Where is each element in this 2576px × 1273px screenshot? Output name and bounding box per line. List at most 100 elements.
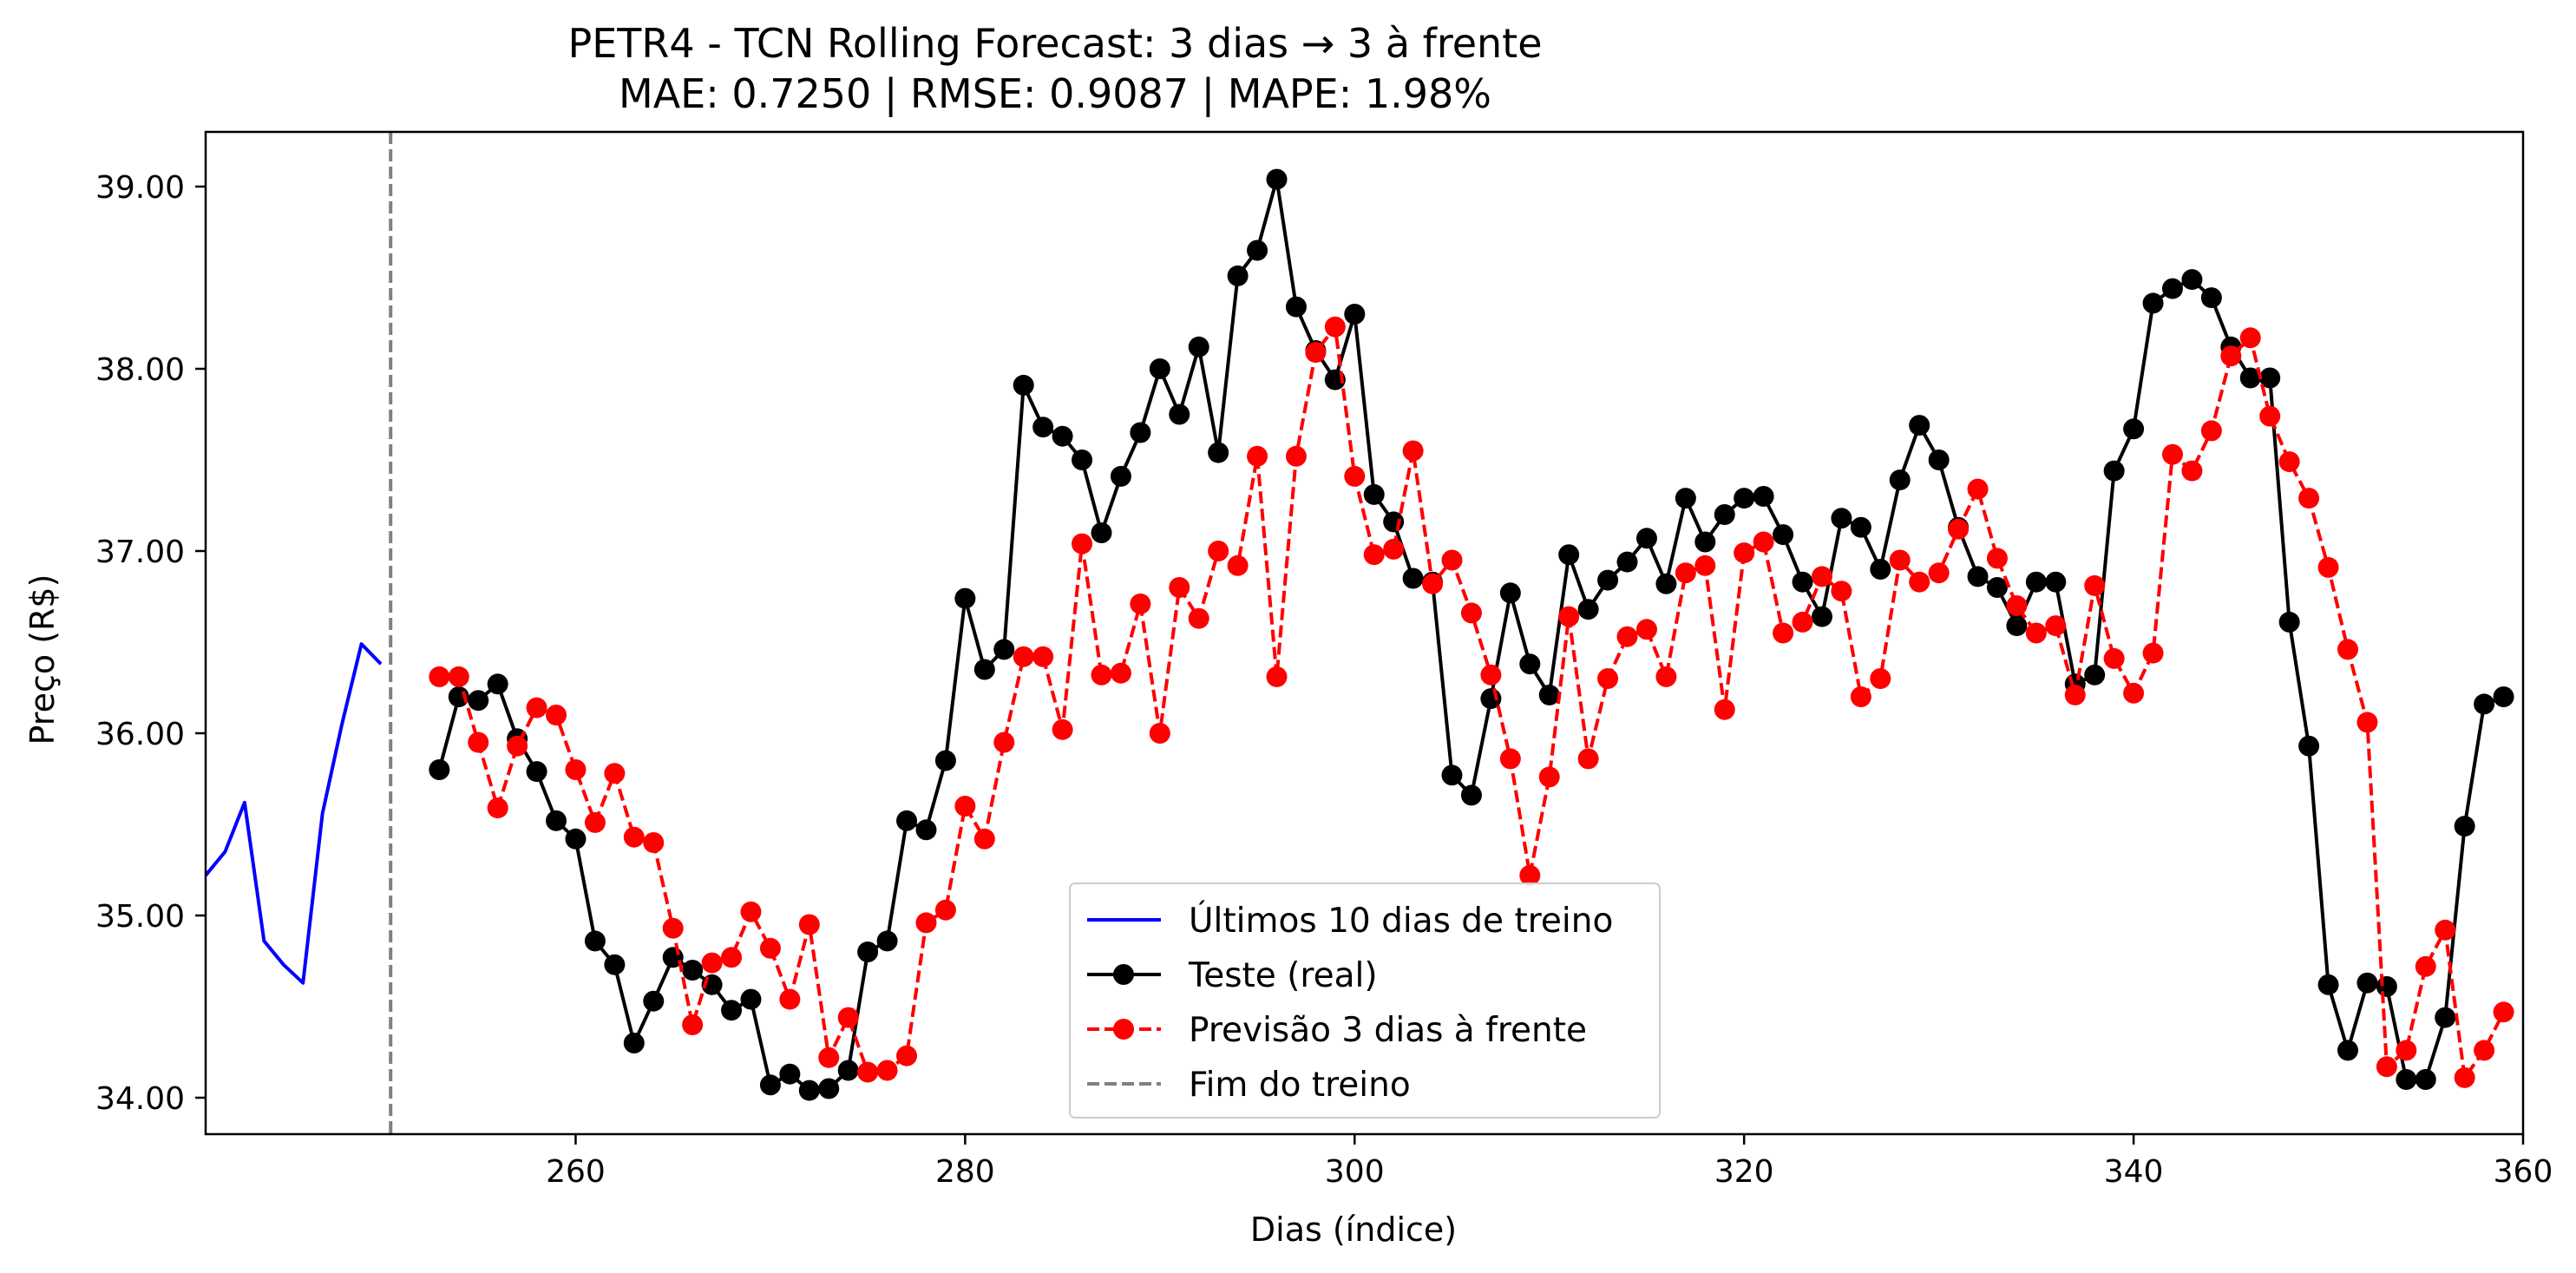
series-forecast-point xyxy=(1091,664,1112,686)
series-forecast-point xyxy=(2103,647,2125,669)
series-forecast-point xyxy=(2220,345,2242,367)
series-test-point xyxy=(1499,582,1521,604)
y-tick-label: 34.00 xyxy=(95,1081,185,1117)
y-tick-label: 38.00 xyxy=(95,352,185,388)
series-forecast-point xyxy=(1208,541,1229,561)
series-test-point xyxy=(857,942,879,962)
series-forecast-point xyxy=(896,1045,918,1066)
series-forecast-point xyxy=(1344,465,1366,487)
series-test-point xyxy=(954,587,976,609)
series-forecast-point xyxy=(662,917,684,939)
x-axis: 260 280 300 320 340 360 xyxy=(546,1134,2553,1190)
series-test-point xyxy=(1285,296,1307,318)
series-forecast-point xyxy=(584,811,606,833)
series-forecast-point xyxy=(1986,548,2008,569)
series-forecast-point xyxy=(2064,684,2086,705)
series-forecast-point xyxy=(2200,420,2222,442)
series-forecast-point xyxy=(1635,619,1657,640)
series-test-point xyxy=(623,1033,645,1053)
series-forecast-point xyxy=(2493,1001,2514,1023)
series-forecast-point xyxy=(2181,460,2203,482)
series-test-point xyxy=(1597,569,1619,591)
series-test-point xyxy=(2298,735,2320,757)
series-test-point xyxy=(993,639,1015,660)
series-forecast-point xyxy=(857,1061,879,1083)
series-forecast-point xyxy=(2239,327,2261,349)
series-forecast-point xyxy=(1305,342,1327,364)
series-test-point xyxy=(2181,269,2203,291)
series-forecast-point xyxy=(837,1007,859,1028)
series-test-point xyxy=(1616,551,1638,573)
series-forecast-point xyxy=(1519,864,1541,886)
series-forecast-point xyxy=(526,697,547,719)
y-tick-label: 37.00 xyxy=(95,535,185,570)
series-forecast-point xyxy=(2161,443,2183,465)
series-test-point xyxy=(1344,304,1366,325)
plot-area xyxy=(206,132,2514,1134)
series-test-point xyxy=(604,954,626,975)
x-tick-label: 320 xyxy=(1714,1154,1774,1190)
series-forecast-point xyxy=(1072,533,1093,554)
series-test-point xyxy=(682,960,704,981)
series-forecast-point xyxy=(973,828,995,850)
legend-marker-forecast xyxy=(1113,1019,1134,1040)
series-test-point xyxy=(565,828,587,850)
series-forecast-point xyxy=(1675,562,1696,584)
series-forecast-point xyxy=(1480,664,1502,686)
series-forecast-point xyxy=(1266,666,1288,687)
y-axis-label: Preço (R$) xyxy=(23,574,62,745)
legend-label-train-end: Fim do treino xyxy=(1189,1066,1411,1105)
series-forecast-point xyxy=(429,666,450,687)
series-test-point xyxy=(1519,653,1541,675)
series-test-point xyxy=(1694,531,1716,553)
series-forecast-point xyxy=(1149,723,1170,744)
series-forecast-point xyxy=(915,912,937,934)
series-forecast-point xyxy=(818,1047,840,1068)
series-test-point xyxy=(1635,528,1657,549)
legend-label-train: Últimos 10 dias de treino xyxy=(1189,900,1613,941)
series-forecast-point xyxy=(1655,666,1677,687)
series-forecast-point xyxy=(1773,622,1794,644)
series-test-point xyxy=(2259,367,2281,389)
series-test-point xyxy=(759,1074,781,1096)
series-test-point xyxy=(740,988,762,1010)
series-test-point xyxy=(1753,486,1774,507)
series-forecast-point xyxy=(2317,556,2339,578)
x-tick-label: 260 xyxy=(546,1154,606,1190)
series-test-point xyxy=(429,759,450,780)
series-forecast-point xyxy=(546,705,567,725)
x-tick-label: 360 xyxy=(2494,1154,2553,1190)
series-test-point xyxy=(1675,488,1696,509)
series-forecast-point xyxy=(721,947,743,968)
series-test-point xyxy=(1363,483,1385,505)
series-forecast-point xyxy=(740,901,762,922)
series-test-point xyxy=(2084,664,2106,686)
series-forecast-point xyxy=(779,988,801,1010)
series-forecast-point xyxy=(1169,577,1190,598)
series-forecast-point xyxy=(1948,518,1970,540)
y-tick-label: 39.00 xyxy=(95,170,185,206)
x-tick-label: 300 xyxy=(1325,1154,1385,1190)
series-test-point xyxy=(1967,566,1989,587)
series-forecast-point xyxy=(623,826,645,848)
y-axis: 34.00 35.00 36.00 37.00 38.00 39.00 xyxy=(95,170,206,1117)
series-forecast-point xyxy=(604,763,626,784)
series-test-point xyxy=(1110,465,1131,487)
series-test-point xyxy=(837,1060,859,1081)
series-forecast-point xyxy=(2454,1066,2475,1088)
series-test-point xyxy=(934,750,956,771)
series-forecast-point xyxy=(759,937,781,959)
series-test-point xyxy=(1130,422,1151,443)
chart-title: PETR4 - TCN Rolling Forecast: 3 dias → 3… xyxy=(567,20,1542,67)
series-forecast-point xyxy=(934,899,956,921)
series-test-point xyxy=(876,930,898,952)
series-test-point xyxy=(1052,425,1073,447)
series-test-point xyxy=(2161,278,2183,299)
series-test-point xyxy=(1383,511,1405,533)
series-forecast-point xyxy=(701,952,723,974)
series-test-point xyxy=(2025,571,2047,593)
series-test-point xyxy=(1208,442,1229,463)
series-forecast-point xyxy=(1597,668,1619,689)
series-test-point xyxy=(721,1000,743,1021)
series-test-point xyxy=(1538,684,1560,705)
